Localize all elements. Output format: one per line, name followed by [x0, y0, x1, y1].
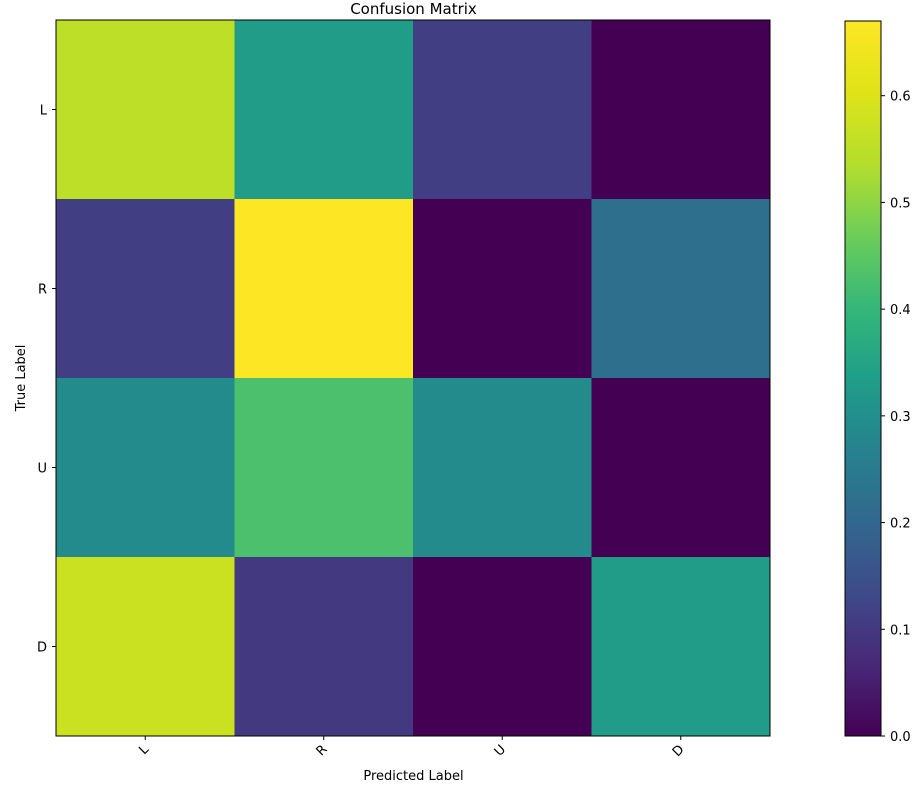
heatmap-cell-R-D [591, 199, 771, 379]
chart-title: Confusion Matrix [350, 0, 477, 18]
heatmap-cell-L-U [413, 20, 592, 200]
x-axis-label: Predicted Label [363, 769, 463, 784]
heatmap-cell-U-D [591, 378, 771, 558]
y-tick-label: D [37, 641, 47, 656]
heatmap-cell-D-R [234, 557, 414, 737]
heatmap-cell-L-L [56, 20, 235, 200]
heatmap-cell-U-R [234, 378, 414, 558]
heatmap-cell-R-R [234, 199, 414, 379]
x-tick-label: D [670, 742, 688, 760]
heatmap-cell-L-D [591, 20, 771, 200]
plot-frame [55, 19, 771, 737]
colorbar: 0.0 0.1 0.2 0.3 0.4 0.5 0.6 [844, 20, 911, 745]
heatmap-cell-L-R [234, 20, 414, 200]
colorbar-scale [844, 20, 882, 737]
plot-area: L R U D L R U D [37, 19, 771, 760]
colorbar-tick-label: 0.3 [890, 410, 911, 425]
colorbar-tick-label: 0.5 [890, 196, 911, 211]
colorbar-tick-label: 0.2 [890, 517, 911, 532]
colorbar-tick-label: 0.4 [890, 303, 911, 318]
heatmap-cell-R-L [56, 199, 235, 379]
x-tick-label: U [492, 742, 509, 759]
y-tick-label: L [40, 104, 48, 119]
y-axis-label: True Label [14, 345, 29, 413]
colorbar-tick-label: 0.6 [890, 90, 911, 105]
heatmap-cell-U-L [56, 378, 235, 558]
heatmap-cell-D-L [56, 557, 235, 737]
heatmap-cell-D-D [591, 557, 771, 737]
x-tick-label: R [314, 742, 331, 759]
heatmap-cell-D-U [413, 557, 592, 737]
y-tick-label: R [38, 283, 47, 298]
colorbar-tick-label: 0.1 [890, 623, 911, 638]
colorbar-tick-label: 0.0 [890, 730, 911, 745]
heatmap-cell-R-U [413, 199, 592, 379]
y-tick-label: U [37, 462, 47, 477]
x-tick-label: L [136, 742, 152, 758]
heatmap-cell-U-U [413, 378, 592, 558]
